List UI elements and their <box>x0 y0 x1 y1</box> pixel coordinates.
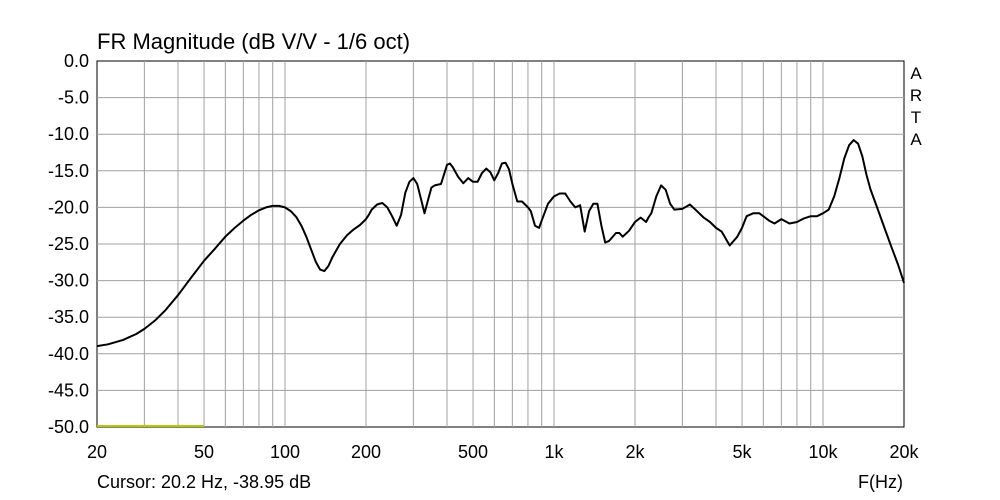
y-tick-label: -25.0 <box>48 234 89 254</box>
brand-letter: R <box>910 86 922 105</box>
grid-lines <box>97 61 904 427</box>
brand-letter: A <box>910 130 922 149</box>
y-tick-label: -15.0 <box>48 161 89 181</box>
y-tick-label: -30.0 <box>48 271 89 291</box>
series-line <box>96 139 905 348</box>
y-tick-label: -5.0 <box>58 88 89 108</box>
x-tick-label: 200 <box>351 442 381 462</box>
y-axis-ticks: 0.0 -5.0 -10.0 -15.0 -20.0 -25.0 -30.0 -35.0 -40… <box>48 51 89 437</box>
y-tick-label: -20.0 <box>48 197 89 217</box>
brand-letter: A <box>910 64 922 83</box>
y-tick-label: -10.0 <box>48 124 89 144</box>
brand-letter: T <box>911 108 921 127</box>
x-tick-label: 5k <box>733 442 753 462</box>
x-axis-label: F(Hz) <box>858 472 903 492</box>
x-tick-label: 20k <box>889 442 919 462</box>
x-tick-label: 50 <box>194 442 214 462</box>
y-tick-label: -40.0 <box>48 344 89 364</box>
x-tick-label: 10k <box>809 442 839 462</box>
x-axis-ticks: 20 50 100 200 500 1k 2k 5k 10k 20k <box>87 442 920 462</box>
x-tick-label: 500 <box>458 442 488 462</box>
x-tick-label: 20 <box>87 442 107 462</box>
y-tick-label: -35.0 <box>48 307 89 327</box>
x-tick-label: 100 <box>270 442 300 462</box>
cursor-readout: Cursor: 20.2 Hz, -38.95 dB <box>97 472 311 492</box>
x-tick-label: 1k <box>545 442 565 462</box>
y-tick-label: -45.0 <box>48 380 89 400</box>
x-tick-label: 2k <box>625 442 645 462</box>
y-tick-label: -50.0 <box>48 417 89 437</box>
y-tick-label: 0.0 <box>64 51 89 71</box>
chart-title: FR Magnitude (dB V/V - 1/6 oct) <box>97 29 410 54</box>
